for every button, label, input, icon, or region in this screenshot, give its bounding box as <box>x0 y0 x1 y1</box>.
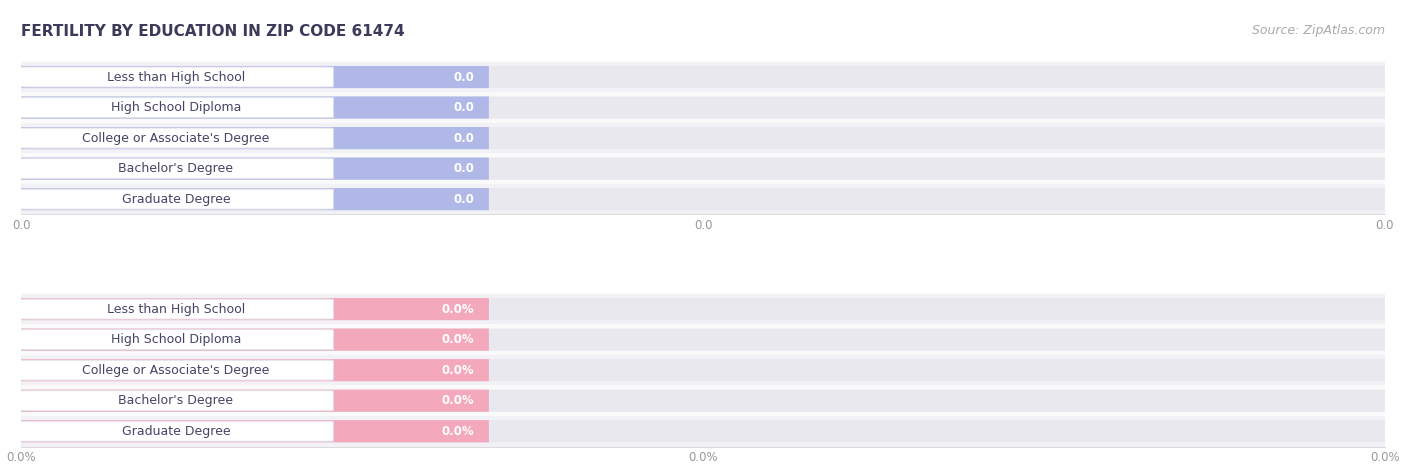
FancyBboxPatch shape <box>18 421 333 441</box>
Text: 0.0%: 0.0% <box>441 303 474 315</box>
FancyBboxPatch shape <box>17 329 489 351</box>
Text: College or Associate's Degree: College or Associate's Degree <box>82 132 270 144</box>
Text: High School Diploma: High School Diploma <box>111 101 240 114</box>
FancyBboxPatch shape <box>20 188 1386 210</box>
FancyBboxPatch shape <box>20 66 1386 88</box>
FancyBboxPatch shape <box>18 128 333 148</box>
FancyBboxPatch shape <box>20 329 1386 351</box>
Bar <box>21 294 1385 324</box>
Text: 0.0: 0.0 <box>453 101 474 114</box>
FancyBboxPatch shape <box>18 189 333 209</box>
Bar <box>21 416 1385 446</box>
Text: 0.0: 0.0 <box>453 193 474 206</box>
Text: College or Associate's Degree: College or Associate's Degree <box>82 364 270 377</box>
FancyBboxPatch shape <box>17 420 489 442</box>
Text: Source: ZipAtlas.com: Source: ZipAtlas.com <box>1251 24 1385 37</box>
Bar <box>21 324 1385 355</box>
Bar <box>21 184 1385 214</box>
Text: Less than High School: Less than High School <box>107 70 245 84</box>
Bar <box>21 92 1385 123</box>
FancyBboxPatch shape <box>17 158 489 180</box>
FancyBboxPatch shape <box>20 359 1386 381</box>
Text: Bachelor's Degree: Bachelor's Degree <box>118 394 233 407</box>
Text: 0.0%: 0.0% <box>441 364 474 377</box>
FancyBboxPatch shape <box>18 97 333 118</box>
Bar <box>21 123 1385 153</box>
Text: 0.0: 0.0 <box>453 162 474 175</box>
FancyBboxPatch shape <box>20 390 1386 412</box>
Text: High School Diploma: High School Diploma <box>111 333 240 346</box>
Bar <box>21 355 1385 385</box>
Bar <box>21 62 1385 92</box>
FancyBboxPatch shape <box>18 360 333 380</box>
FancyBboxPatch shape <box>17 390 489 412</box>
FancyBboxPatch shape <box>18 390 333 411</box>
FancyBboxPatch shape <box>20 96 1386 119</box>
FancyBboxPatch shape <box>20 420 1386 442</box>
Text: 0.0%: 0.0% <box>441 425 474 438</box>
FancyBboxPatch shape <box>20 127 1386 149</box>
Text: 0.0: 0.0 <box>453 70 474 84</box>
FancyBboxPatch shape <box>18 299 333 319</box>
FancyBboxPatch shape <box>20 158 1386 180</box>
FancyBboxPatch shape <box>17 127 489 149</box>
FancyBboxPatch shape <box>17 96 489 119</box>
FancyBboxPatch shape <box>20 298 1386 320</box>
Text: Less than High School: Less than High School <box>107 303 245 315</box>
Text: 0.0%: 0.0% <box>441 394 474 407</box>
Text: 0.0: 0.0 <box>453 132 474 144</box>
FancyBboxPatch shape <box>18 159 333 179</box>
FancyBboxPatch shape <box>17 359 489 381</box>
Bar <box>21 153 1385 184</box>
FancyBboxPatch shape <box>17 188 489 210</box>
Text: Graduate Degree: Graduate Degree <box>121 425 231 438</box>
FancyBboxPatch shape <box>18 67 333 87</box>
FancyBboxPatch shape <box>18 330 333 350</box>
FancyBboxPatch shape <box>17 298 489 320</box>
Text: Bachelor's Degree: Bachelor's Degree <box>118 162 233 175</box>
Bar <box>21 385 1385 416</box>
Text: Graduate Degree: Graduate Degree <box>121 193 231 206</box>
Text: 0.0%: 0.0% <box>441 333 474 346</box>
Text: FERTILITY BY EDUCATION IN ZIP CODE 61474: FERTILITY BY EDUCATION IN ZIP CODE 61474 <box>21 24 405 39</box>
FancyBboxPatch shape <box>17 66 489 88</box>
